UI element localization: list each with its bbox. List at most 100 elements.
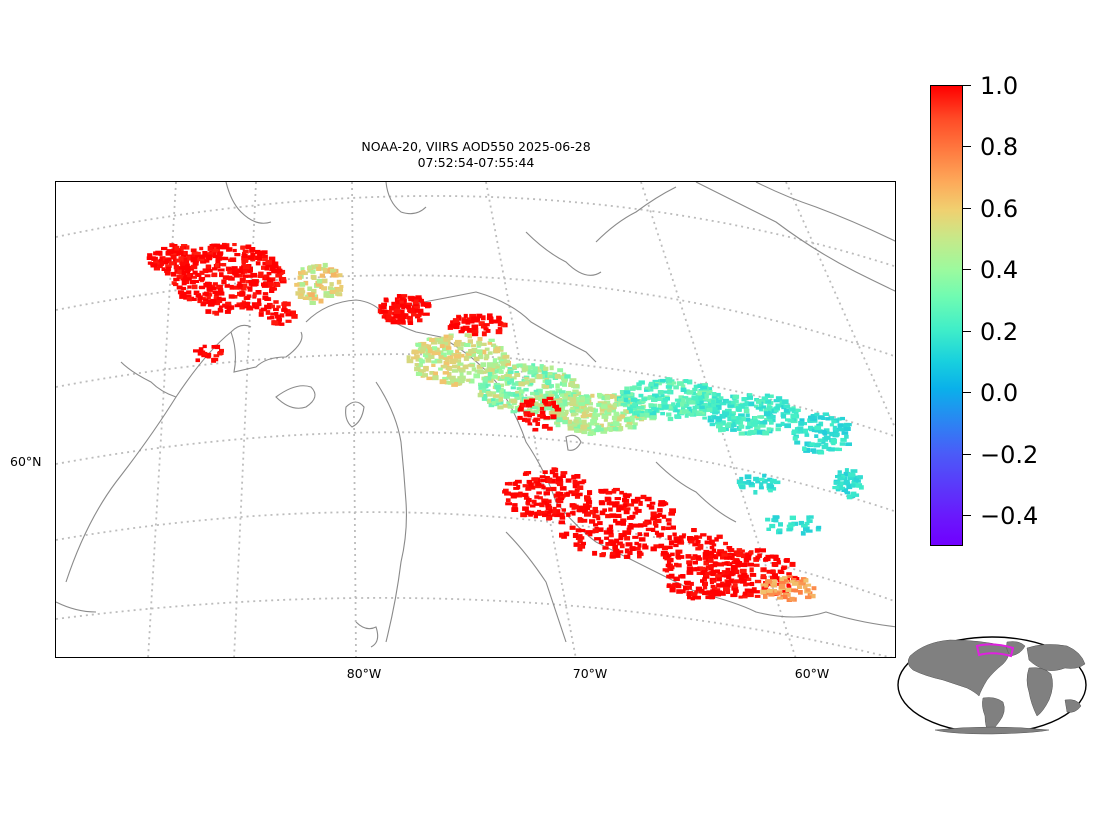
aod-pixel — [539, 364, 544, 370]
aod-pixel — [628, 503, 635, 507]
coastline — [385, 291, 597, 363]
aod-pixel — [720, 581, 725, 586]
aod-pixel — [614, 538, 620, 544]
aod-pixel — [604, 536, 609, 540]
aod-pixel — [695, 535, 703, 539]
aod-pixel — [698, 396, 703, 401]
aod-pixel — [817, 438, 824, 443]
aod-pixel — [487, 351, 493, 355]
aod-pixel — [623, 507, 631, 511]
aod-pixel — [245, 301, 250, 305]
aod-pixel — [229, 257, 237, 262]
aod-pixel — [247, 274, 254, 278]
aod-pixel — [461, 319, 469, 324]
aod-pixel — [275, 273, 283, 278]
aod-pixel — [557, 492, 564, 496]
colorbar-tick — [963, 85, 971, 87]
aod-pixel — [483, 323, 490, 327]
aod-pixel — [661, 514, 667, 519]
aod-pixel — [624, 548, 630, 554]
aod-pixel — [258, 252, 263, 257]
aod-pixel — [617, 398, 625, 402]
aod-pixel — [622, 497, 628, 503]
aod-pixel — [542, 470, 548, 474]
aod-pixel — [843, 480, 850, 485]
aod-pixel — [173, 264, 179, 270]
aod-pixel — [211, 267, 218, 271]
aod-pixel — [760, 574, 767, 579]
aod-pixel — [277, 266, 282, 270]
aod-pixel — [588, 431, 594, 435]
aod-pixel — [514, 405, 520, 410]
aod-pixel — [604, 405, 612, 409]
aod-pixel — [630, 397, 638, 402]
aod-pixel — [513, 393, 519, 397]
aod-pixel — [487, 372, 493, 377]
aod-pixel — [427, 348, 433, 354]
aod-pixel — [620, 522, 626, 526]
aod-pixel — [753, 563, 760, 567]
aod-pixel — [799, 418, 805, 423]
aod-pixel — [553, 404, 559, 409]
aod-pixel — [695, 412, 703, 416]
aod-pixel — [843, 488, 849, 493]
aod-pixel — [444, 357, 450, 363]
aod-pixel — [537, 391, 543, 396]
aod-pixel — [609, 426, 616, 431]
aod-pixel — [212, 357, 219, 362]
aod-pixel — [773, 562, 778, 567]
aod-pixel — [265, 259, 272, 265]
aod-pixel — [597, 392, 602, 398]
aod-pixel — [309, 301, 316, 305]
aod-pixel — [215, 256, 223, 261]
aod-pixel — [733, 403, 739, 409]
aod-pixel — [230, 305, 235, 310]
aod-pixel — [234, 253, 241, 257]
aod-pixel — [517, 393, 524, 398]
aod-pixel — [739, 476, 744, 481]
aod-pixel — [803, 578, 809, 583]
aod-pixel — [614, 501, 620, 505]
aod-pixel — [339, 285, 344, 289]
aod-pixel — [417, 318, 423, 323]
aod-pixel — [572, 504, 579, 510]
aod-pixel — [698, 543, 704, 548]
aod-pixel — [663, 390, 668, 394]
aod-pixel — [429, 338, 435, 342]
aod-pixel — [467, 333, 472, 339]
aod-pixel — [558, 512, 565, 517]
aod-pixel — [746, 592, 754, 598]
island-outline — [345, 401, 365, 428]
aod-pixel — [592, 550, 598, 556]
aod-pixel — [592, 528, 599, 534]
aod-pixel — [632, 535, 639, 539]
aod-pixel — [321, 278, 328, 284]
aod-pixel — [574, 474, 581, 479]
aod-pixel — [546, 396, 554, 400]
aod-pixel — [549, 384, 554, 388]
aod-pixel — [665, 385, 673, 389]
aod-pixel — [533, 514, 538, 519]
aod-pixel — [630, 406, 638, 410]
aod-pixel — [575, 399, 582, 404]
aod-pixel — [467, 339, 473, 344]
aod-pixel — [334, 290, 340, 294]
aod-pixel — [505, 360, 511, 366]
aod-pixel — [500, 363, 508, 368]
aod-pixel — [638, 393, 644, 398]
aod-pixel — [821, 416, 826, 420]
aod-pixel — [430, 340, 438, 345]
aod-pixel — [500, 352, 507, 358]
aod-pixel — [221, 256, 226, 260]
aod-pixel — [697, 383, 703, 388]
aod-pixel — [612, 544, 618, 550]
aod-pixel — [740, 553, 746, 559]
aod-pixel — [680, 384, 686, 389]
aod-pixel — [798, 590, 803, 595]
aod-pixel — [658, 500, 666, 504]
aod-pixel — [496, 387, 501, 393]
aod-pixel — [529, 504, 536, 508]
aod-pixel — [765, 399, 772, 404]
aod-pixel — [505, 502, 512, 506]
map-panel[interactable] — [55, 181, 896, 658]
